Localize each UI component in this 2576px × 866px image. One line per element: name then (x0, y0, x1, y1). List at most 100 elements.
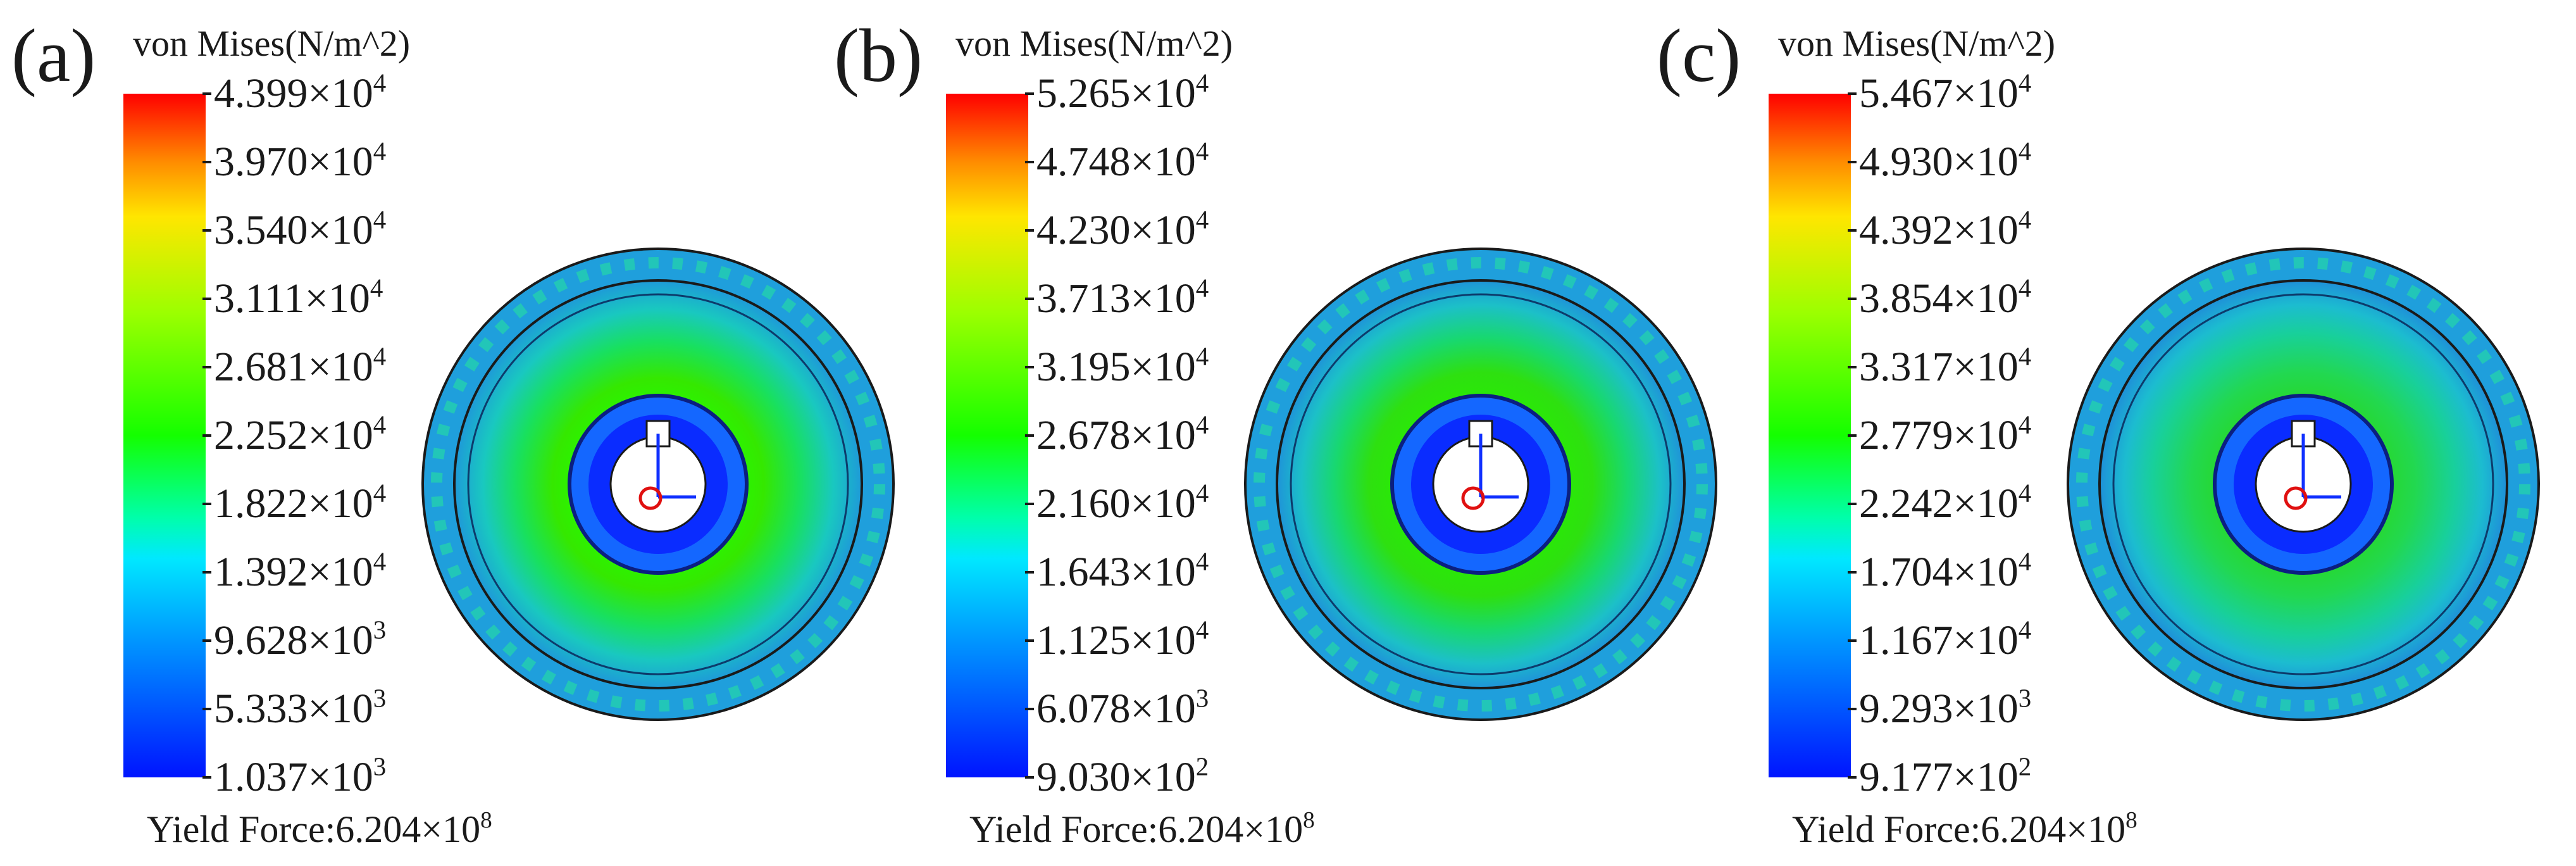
colorbar-tick-mark (1025, 161, 1034, 163)
tick-exponent: 4 (373, 410, 387, 439)
colorbar-tick-label: 1.822×104 (214, 480, 386, 525)
tick-exponent: 4 (373, 137, 387, 166)
tick-exponent: 4 (1195, 137, 1209, 166)
tick-exponent: 4 (1195, 547, 1209, 576)
tick-exponent: 4 (2018, 342, 2032, 371)
colorbar-tick-mark (202, 366, 211, 368)
colorbar-tick-label: 2.678×104 (1036, 411, 1209, 456)
tick-mantissa: 5.467×10 (1859, 70, 2019, 116)
disc-inner-edge (467, 293, 849, 675)
outer-rim-band (1254, 257, 1708, 712)
colorbar-tick-label: 2.252×104 (214, 411, 386, 456)
tick-exponent: 4 (1195, 342, 1209, 371)
tick-mantissa: 1.125×10 (1036, 617, 1196, 663)
colorbar-tick-mark (1848, 708, 1857, 710)
colorbar-tick-mark (1025, 298, 1034, 300)
tick-mantissa: 1.643×10 (1036, 549, 1196, 595)
tick-mantissa: 3.854×10 (1859, 275, 2019, 322)
tick-mantissa: 9.030×10 (1036, 754, 1196, 800)
colorbar-tick-label: 4.748×104 (1036, 138, 1209, 183)
tick-exponent: 4 (1195, 410, 1209, 439)
tick-exponent: 4 (2018, 479, 2032, 508)
tick-mantissa: 3.970×10 (214, 139, 373, 185)
tick-exponent: 4 (2018, 137, 2032, 166)
stress-colorbar (946, 94, 1028, 777)
legend-title: von Mises(N/m^2) (1778, 23, 2056, 64)
colorbar-tick-label: 9.030×102 (1036, 753, 1209, 800)
colorbar-tick-label: 4.930×104 (1859, 138, 2031, 183)
outer-rim-band (431, 257, 885, 712)
tick-mantissa: 9.628×10 (214, 617, 373, 663)
disc-inner-edge (1290, 293, 1672, 675)
moment-indicator (1461, 486, 1485, 510)
yield-label-text: Yield Force: (1792, 808, 1981, 850)
tick-exponent: 4 (1195, 68, 1209, 97)
colorbar-tick-label: 2.160×104 (1036, 480, 1209, 527)
colorbar-tick-mark (202, 92, 211, 95)
colorbar-tick-mark (202, 571, 211, 574)
tick-mantissa: 4.230×10 (1036, 207, 1196, 253)
colorbar-tick-label: 5.467×104 (1859, 70, 2031, 116)
tick-mantissa: 3.540×10 (214, 207, 373, 253)
colorbar-tick-mark (1025, 639, 1034, 642)
colorbar-tick-mark (202, 298, 211, 300)
colorbar-tick-label: 5.265×104 (1036, 70, 1209, 115)
tick-mantissa: 3.713×10 (1036, 275, 1196, 322)
tick-mantissa: 3.317×10 (1859, 344, 2019, 390)
colorbar-tick-label: 9.177×102 (1859, 753, 2031, 798)
tick-exponent: 3 (2018, 684, 2032, 713)
colorbar-tick-mark (1025, 92, 1034, 95)
colorbar-tick-label: 1.125×104 (1036, 617, 1209, 663)
tick-exponent: 4 (373, 205, 387, 234)
stress-contour-model (2067, 248, 2540, 721)
yield-value-exponent: 8 (1303, 807, 1315, 834)
outer-rim-band (2076, 257, 2530, 712)
colorbar-tick-label: 1.037×103 (214, 753, 386, 798)
yield-force-label: Yield Force:6.204×108 (969, 807, 1315, 850)
colorbar-tick-label: 3.540×104 (214, 206, 386, 253)
colorbar-tick-mark (202, 161, 211, 163)
colorbar-tick-label: 1.704×104 (1859, 548, 2031, 595)
tick-exponent: 4 (1195, 273, 1209, 303)
tick-mantissa: 2.681×10 (214, 344, 373, 390)
panel-a: (a) von Mises(N/m^2) 4.399×104 3.970×104 3… (0, 0, 895, 866)
yield-label-text: Yield Force: (969, 808, 1159, 850)
colorbar-tick-mark (1848, 161, 1857, 163)
legend-title: von Mises(N/m^2) (133, 23, 411, 64)
colorbar-tick-mark (202, 434, 211, 437)
tick-exponent: 4 (373, 479, 387, 508)
yield-value-mantissa: 6.204×10 (1158, 808, 1304, 850)
tick-mantissa: 3.195×10 (1036, 344, 1196, 390)
tick-exponent: 4 (1195, 479, 1209, 508)
yield-force-label: Yield Force:6.204×108 (147, 808, 492, 850)
tick-mantissa: 9.293×10 (1859, 686, 2019, 732)
colorbar-tick-label: 3.713×104 (1036, 275, 1209, 322)
tick-mantissa: 3.111×10 (214, 275, 370, 322)
tick-exponent: 4 (1195, 615, 1209, 644)
yield-label-text: Yield Force: (147, 808, 336, 850)
tick-mantissa: 1.704×10 (1859, 549, 2019, 595)
colorbar-tick-mark (202, 229, 211, 232)
colorbar-tick-mark (202, 503, 211, 505)
tick-mantissa: 6.078×10 (1036, 686, 1196, 732)
colorbar-tick-mark (1848, 434, 1857, 437)
tick-exponent: 3 (373, 684, 387, 713)
moment-indicator (2284, 486, 2308, 510)
tick-mantissa: 2.242×10 (1859, 480, 2019, 527)
tick-exponent: 2 (2018, 752, 2032, 781)
colorbar-tick-label: 9.628×103 (214, 617, 386, 663)
colorbar-tick-mark (1848, 366, 1857, 368)
tick-exponent: 4 (373, 342, 387, 371)
tick-exponent: 4 (1195, 205, 1209, 234)
tick-mantissa: 1.167×10 (1859, 617, 2019, 663)
colorbar-tick-mark (1848, 639, 1857, 642)
colorbar-tick-mark (1848, 92, 1857, 95)
colorbar-tick-label: 2.242×104 (1859, 480, 2031, 527)
yield-value-mantissa: 6.204×10 (1981, 808, 2126, 850)
legend-title: von Mises(N/m^2) (955, 23, 1233, 64)
tick-exponent: 4 (373, 68, 387, 97)
colorbar-tick-label: 3.854×104 (1859, 275, 2031, 322)
panel-c: (c) von Mises(N/m^2) 5.467×104 4.930×104 4… (1645, 0, 2540, 866)
tick-mantissa: 2.160×10 (1036, 480, 1196, 527)
panel-label: (c) (1657, 13, 1741, 97)
